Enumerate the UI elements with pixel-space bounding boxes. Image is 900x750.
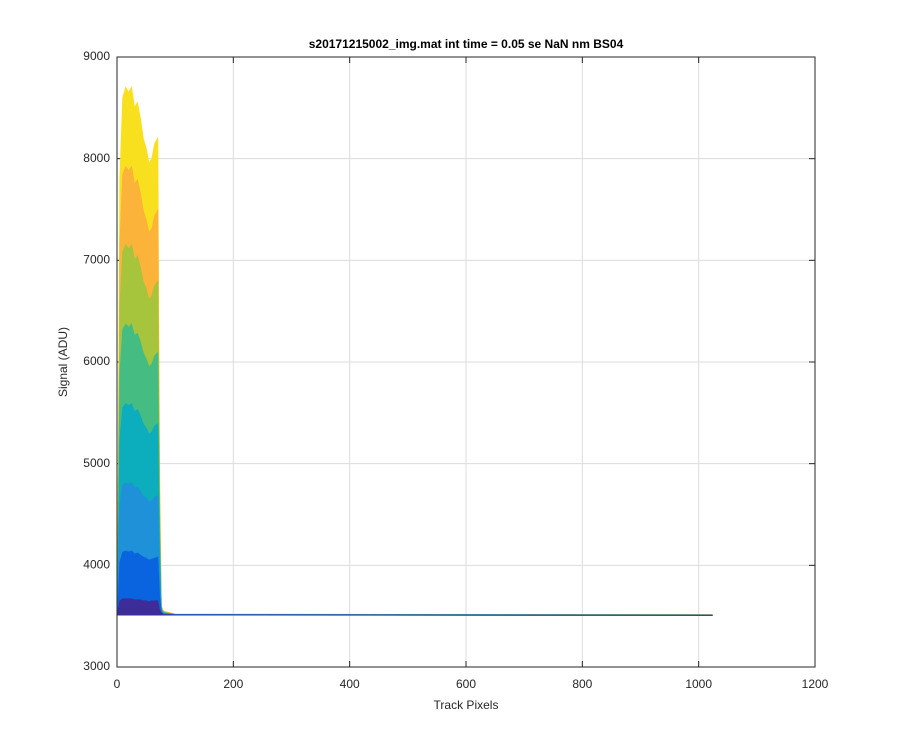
x-tick-label: 200 (223, 677, 243, 691)
x-axis-label: Track Pixels (434, 698, 499, 712)
signal-area (117, 85, 713, 616)
y-tick-label: 6000 (83, 354, 110, 368)
signal-area (117, 402, 713, 616)
grid (116, 56, 816, 668)
y-tick-label: 5000 (83, 456, 110, 470)
signal-area (117, 482, 713, 616)
signal-area (117, 243, 713, 616)
signal-area (116, 598, 713, 616)
y-tick-label: 7000 (83, 253, 110, 267)
x-tick-label: 0 (114, 677, 121, 691)
chart-title: s20171215002_img.mat int time = 0.05 se … (309, 37, 624, 51)
x-tick-label: 600 (456, 677, 476, 691)
y-tick-label: 8000 (83, 151, 110, 165)
y-tick-label: 9000 (83, 49, 110, 63)
x-tick-label: 400 (340, 677, 360, 691)
y-tick-label: 4000 (83, 558, 110, 572)
plot-frame (116, 56, 816, 668)
signal-area (117, 550, 713, 616)
y-axis-label: Signal (ADU) (56, 327, 70, 397)
x-tick-label: 1200 (802, 677, 829, 691)
x-tick-label: 800 (572, 677, 592, 691)
signal-area (117, 323, 713, 616)
y-tick-label: 3000 (83, 659, 110, 673)
x-tick-label: 1000 (685, 677, 712, 691)
signal-area (117, 165, 713, 616)
